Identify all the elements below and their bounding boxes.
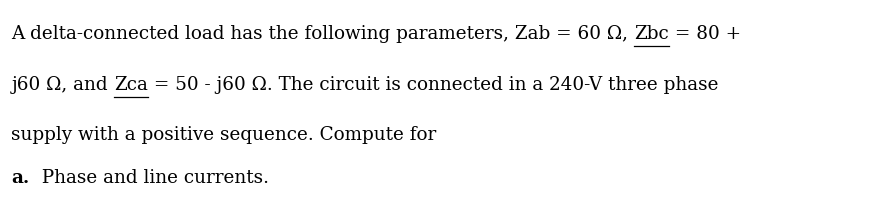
Text: j60 Ω, and: j60 Ω, and <box>11 75 114 93</box>
Text: Zca: Zca <box>114 75 148 93</box>
Text: = 80 +: = 80 + <box>668 25 740 43</box>
Text: = 50 - j60 Ω. The circuit is connected in a 240-V three phase: = 50 - j60 Ω. The circuit is connected i… <box>148 75 718 93</box>
Text: A delta-connected load has the following parameters, Zab = 60 Ω,: A delta-connected load has the following… <box>11 25 634 43</box>
Text: Zbc: Zbc <box>634 25 668 43</box>
Text: a.: a. <box>11 168 30 186</box>
Text: Phase and line currents.: Phase and line currents. <box>30 168 269 186</box>
Text: supply with a positive sequence. Compute for: supply with a positive sequence. Compute… <box>11 126 436 144</box>
